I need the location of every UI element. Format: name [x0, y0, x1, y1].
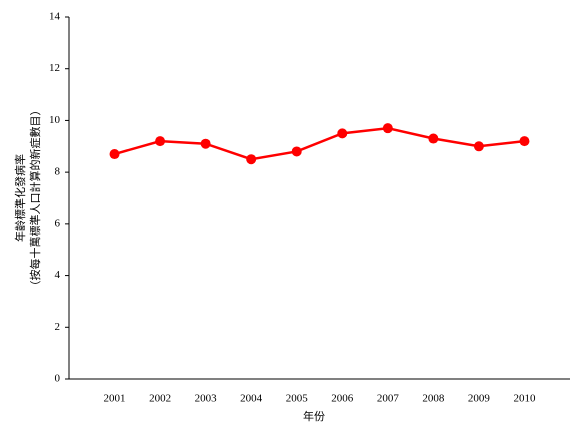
y-tick-label: 6 [55, 217, 61, 229]
x-tick-label: 2006 [331, 393, 354, 405]
x-tick-label: 2010 [513, 393, 536, 405]
series-line [114, 126, 525, 161]
y-tick-label: 10 [49, 114, 61, 126]
point [428, 133, 439, 144]
x-tick-label: 2009 [468, 393, 491, 405]
y-tick-label: 4 [55, 269, 61, 281]
point [291, 146, 302, 157]
x-tick-label: 2005 [286, 393, 309, 405]
x-tick-label: 2001 [104, 393, 126, 405]
y-tick-label: 2 [55, 321, 61, 333]
x-tick-label: 2002 [149, 393, 171, 405]
point [109, 149, 120, 160]
point [246, 154, 257, 165]
y-tick-label: 12 [49, 62, 60, 74]
y-tick-label: 0 [55, 373, 61, 385]
x-tick-label: 2007 [377, 393, 400, 405]
point [382, 123, 393, 134]
y-axis-label: （按每十萬標準人口計算的新症數目） [28, 105, 42, 292]
y-tick-label: 8 [55, 166, 61, 178]
point [200, 138, 211, 149]
x-tick-label: 2003 [195, 393, 218, 405]
point [473, 141, 484, 152]
x-tick-label: 2008 [422, 393, 445, 405]
point [519, 136, 530, 147]
y-axis-label: 年齡標準化發病率 [13, 154, 27, 242]
point [337, 128, 348, 139]
x-tick-label: 2004 [240, 393, 263, 405]
x-axis-label: 年份 [303, 409, 325, 423]
y-tick-label: 14 [49, 11, 61, 23]
point [155, 136, 166, 147]
